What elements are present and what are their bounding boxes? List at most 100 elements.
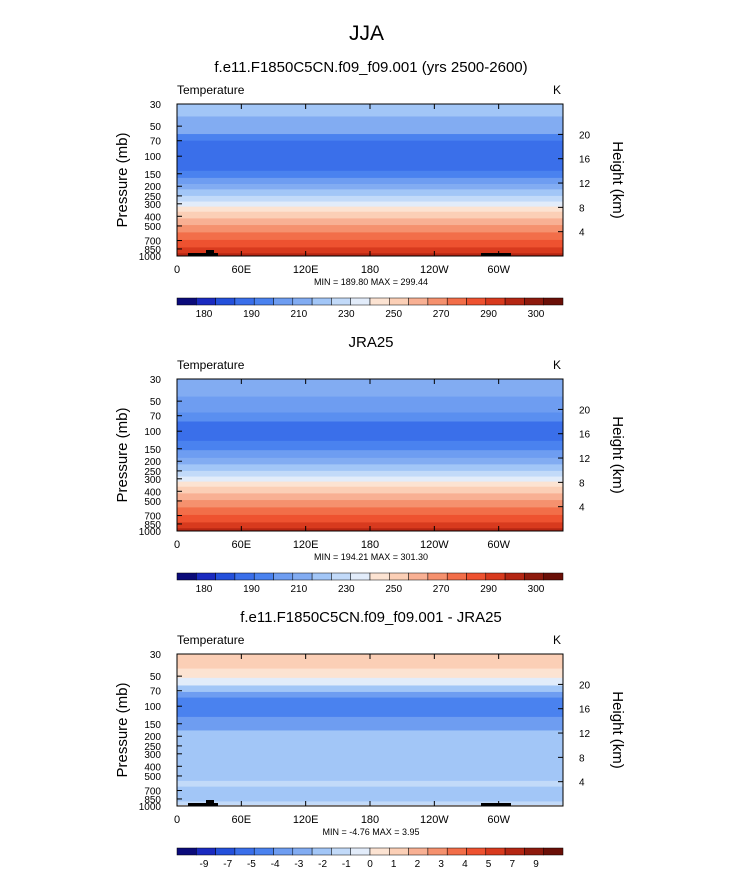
colorbar-label: 7: [510, 859, 516, 870]
contour-band: [177, 691, 563, 699]
contour-band: [177, 668, 563, 679]
colorbar-label: 300: [528, 584, 545, 595]
height-tick-label: 8: [579, 753, 585, 764]
colorbar-box: [446, 297, 467, 306]
pressure-tick-label: 250: [144, 467, 161, 478]
colorbar-box: [485, 572, 506, 581]
x-tick-label: 60E: [232, 539, 252, 551]
x-tick-label: 0: [174, 264, 180, 276]
variable-label: Temperature: [177, 633, 245, 647]
pressure-tick-label: 300: [144, 200, 161, 211]
colorbar-box: [485, 847, 506, 856]
colorbar-box: [524, 847, 544, 856]
contour-band: [177, 685, 563, 693]
contour-band: [177, 476, 563, 483]
colorbar-label: 230: [338, 309, 355, 320]
topography-mask: [206, 800, 214, 803]
variable-label: Temperature: [177, 358, 245, 372]
contour-band: [177, 500, 563, 508]
height-tick-label: 4: [579, 228, 585, 239]
height-tick-label: 4: [579, 778, 585, 789]
pressure-tick-label: 70: [150, 687, 162, 698]
colorbar-label: -1: [342, 859, 351, 870]
colorbar-box: [311, 297, 332, 306]
contour-band: [177, 421, 563, 442]
contour-band: [177, 786, 563, 802]
pressure-tick-label: 150: [144, 720, 161, 731]
height-tick-label: 12: [579, 454, 591, 465]
colorbar-box: [331, 847, 351, 856]
contour-band: [177, 134, 563, 142]
pressure-tick-label: 50: [150, 397, 162, 408]
colorbar-label: 230: [338, 584, 355, 595]
units-label: K: [553, 83, 561, 97]
height-tick-label: 20: [579, 130, 591, 141]
x-tick-label: 60W: [487, 539, 510, 551]
pressure-tick-label: 50: [150, 672, 162, 683]
contour-band: [177, 522, 563, 529]
colorbar-box: [350, 847, 371, 856]
pressure-tick-label: 500: [144, 222, 161, 233]
pressure-tick-label: 1000: [139, 252, 162, 263]
colorbar-box: [273, 572, 294, 581]
colorbar-box: [427, 572, 448, 581]
variable-label: Temperature: [177, 83, 245, 97]
contour-band: [177, 507, 563, 516]
colorbar-box: [389, 572, 409, 581]
colorbar-box: [408, 847, 429, 856]
x-tick-label: 60W: [487, 814, 510, 826]
contour-band: [177, 177, 563, 185]
stats-label: MIN = 189.80 MAX = 299.44: [314, 277, 428, 287]
contour-band: [177, 104, 563, 117]
pressure-tick-label: 300: [144, 475, 161, 486]
colorbar-box: [427, 847, 448, 856]
panel-title: f.e11.F1850C5CN.f09_f09.001 (yrs 2500-26…: [214, 59, 527, 76]
height-tick-label: 8: [579, 203, 585, 214]
colorbar-box: [273, 847, 294, 856]
contour-band: [177, 780, 563, 788]
colorbar-label: 9: [533, 859, 539, 870]
colorbar-box: [176, 297, 197, 306]
colorbar-label: 1: [391, 859, 397, 870]
contour-band: [177, 730, 563, 782]
contour-band: [177, 470, 563, 478]
contour-band: [177, 232, 563, 241]
colorbar-label: -5: [247, 859, 256, 870]
colorbar-label: 250: [385, 309, 402, 320]
pressure-tick-label: 150: [144, 445, 161, 456]
x-tick-label: 60E: [232, 264, 252, 276]
colorbar-box: [543, 572, 564, 581]
contour-band: [177, 654, 563, 670]
units-label: K: [553, 633, 561, 647]
colorbar-box: [253, 572, 274, 581]
pressure-tick-label: 200: [144, 182, 161, 193]
pressure-tick-label: 250: [144, 742, 161, 753]
colorbar-label: -3: [294, 859, 303, 870]
contour-band: [177, 481, 563, 488]
colorbar-box: [215, 847, 236, 856]
colorbar-box: [176, 572, 197, 581]
colorbar-box: [485, 297, 506, 306]
page-title: JJA: [348, 22, 384, 45]
colorbar-box: [466, 297, 487, 306]
x-tick-label: 0: [174, 539, 180, 551]
colorbar-box: [253, 847, 274, 856]
contour-band: [177, 450, 563, 459]
x-tick-label: 180: [361, 264, 379, 276]
pressure-tick-label: 50: [150, 122, 162, 133]
colorbar-label: 270: [433, 584, 450, 595]
stats-label: MIN = -4.76 MAX = 3.95: [322, 827, 419, 837]
y-axis-label: Pressure (mb): [114, 132, 131, 227]
pressure-tick-label: 100: [144, 152, 161, 163]
stats-label: MIN = 194.21 MAX = 301.30: [314, 552, 428, 562]
pressure-tick-label: 700: [144, 237, 161, 248]
topography-mask: [188, 253, 218, 256]
pressure-tick-label: 30: [150, 650, 162, 661]
pressure-tick-label: 1000: [139, 527, 162, 538]
colorbar-box: [215, 572, 236, 581]
height-tick-label: 12: [579, 179, 591, 190]
x-tick-label: 120E: [293, 264, 319, 276]
contour-band: [177, 493, 563, 501]
colorbar-label: 3: [438, 859, 444, 870]
pressure-tick-label: 1000: [139, 802, 162, 813]
